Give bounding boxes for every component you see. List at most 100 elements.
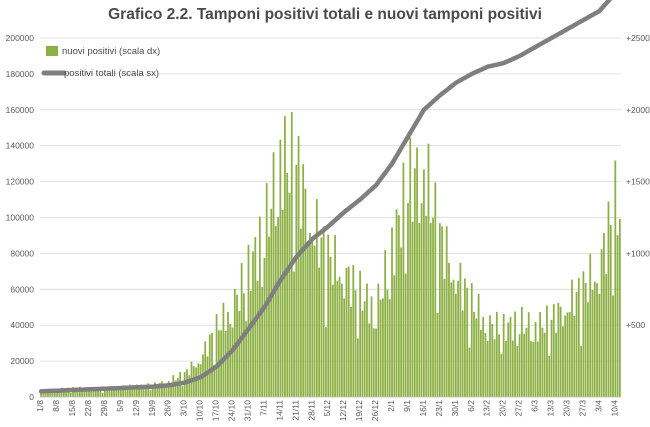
bar (94, 391, 97, 397)
bar (199, 364, 202, 397)
bar (92, 388, 95, 397)
y-right-tick-label: +500 (626, 320, 645, 330)
bar (101, 392, 104, 397)
legend-line-label: positivi totali (scala sx) (64, 68, 159, 79)
bar (450, 282, 453, 397)
y-left-tick-label: 0 (29, 392, 34, 402)
bar (270, 208, 273, 397)
bar (418, 222, 421, 397)
y-left-tick-label: 100000 (6, 213, 35, 223)
bar (413, 168, 416, 397)
bar (470, 283, 473, 397)
bar (571, 279, 573, 397)
y-left-tick-label: 180000 (6, 69, 35, 79)
bar (129, 384, 131, 397)
bar (231, 327, 234, 397)
bar (603, 232, 605, 397)
bar (500, 353, 503, 397)
bar (124, 387, 127, 397)
bar (256, 280, 259, 397)
bar (327, 234, 330, 397)
bar (559, 306, 562, 397)
bar (318, 267, 320, 397)
bar (543, 332, 546, 397)
x-tick-label: 13/3 (546, 400, 556, 417)
bar (384, 250, 387, 397)
bar (279, 139, 282, 397)
bar (609, 225, 612, 397)
x-tick-label: 5/9 (115, 400, 125, 412)
bar (341, 283, 343, 397)
bar (509, 316, 512, 397)
x-tick-label: 29/8 (99, 400, 109, 417)
x-tick-label: 27/2 (514, 400, 524, 417)
bar (142, 385, 145, 397)
x-tick-label: 12/9 (131, 400, 141, 417)
bar (550, 319, 553, 397)
bar (286, 172, 289, 397)
bar (468, 347, 471, 397)
bar (507, 322, 510, 397)
bar (577, 278, 580, 397)
x-tick-label: 26/9 (163, 400, 173, 417)
bar (85, 389, 88, 397)
x-axis: 1/8 8/8 15/8 22/8 29/8 5/9 12/9 19/9 26/9 3/10 10/… (35, 396, 621, 422)
bar (304, 188, 307, 397)
bar (325, 327, 327, 397)
bar-series (40, 111, 621, 398)
y-left-tick-label: 20000 (10, 356, 34, 366)
bar (555, 333, 557, 397)
bar (108, 389, 111, 397)
bar (149, 390, 152, 397)
bar (258, 216, 261, 397)
x-tick-label: 15/8 (67, 400, 77, 417)
bar (436, 312, 439, 397)
bar (361, 310, 364, 397)
bar (126, 388, 129, 397)
bar (206, 356, 209, 397)
bar (475, 318, 478, 397)
bar (591, 289, 594, 397)
bar (268, 236, 270, 397)
y-left-tick-label: 200000 (6, 33, 35, 43)
bar (584, 283, 587, 397)
bar (416, 147, 418, 397)
bar (63, 390, 65, 397)
y-right-tick-label: +2000 (626, 105, 650, 115)
bar (402, 162, 405, 397)
bar (541, 327, 544, 397)
bar (311, 238, 314, 397)
bar (69, 392, 72, 397)
bar (516, 345, 519, 397)
bar (343, 298, 346, 397)
x-tick-label: 17/10 (211, 400, 221, 422)
chart-title: Grafico 2.2. Tamponi positivi totali e n… (108, 6, 542, 23)
bar (511, 340, 514, 397)
bar (350, 306, 352, 397)
x-tick-label: 3/10 (179, 400, 189, 417)
bar (596, 283, 598, 397)
bar (388, 299, 391, 397)
bar (566, 312, 569, 397)
bar (233, 288, 236, 397)
line-positivi-totali (38, 0, 613, 394)
bar (151, 386, 154, 397)
bar (133, 389, 136, 397)
bar (176, 378, 179, 397)
bar (375, 328, 377, 397)
x-tick-label: 1/8 (35, 400, 45, 412)
bar (593, 281, 596, 397)
bar (245, 321, 248, 397)
bar (395, 209, 398, 397)
bar (347, 266, 350, 397)
bar (359, 270, 362, 397)
bar (51, 391, 54, 397)
bar (247, 244, 250, 397)
bar (345, 267, 348, 397)
bar (104, 388, 106, 397)
bar (600, 249, 603, 397)
x-tick-label: 8/8 (51, 400, 61, 412)
bar (338, 276, 341, 397)
legend: nuovi positivi (scala dx) positivi total… (41, 46, 160, 79)
bar (411, 221, 414, 397)
